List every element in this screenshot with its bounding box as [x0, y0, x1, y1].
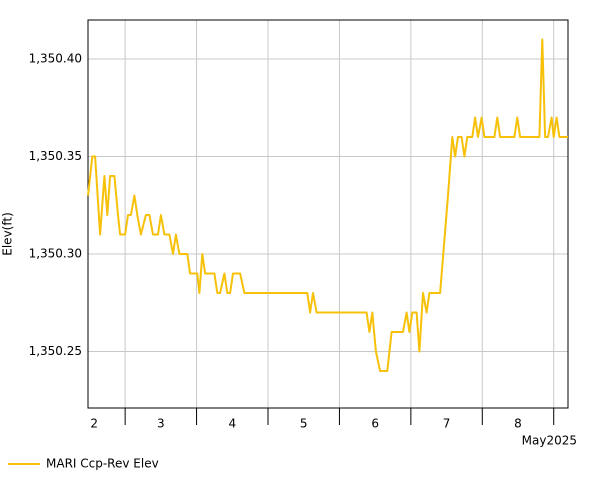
- y-tick-label: 1,350.25: [29, 344, 82, 358]
- x-tick-label: 3: [157, 417, 165, 431]
- series-line: [87, 38, 568, 372]
- x-annotation: May2025: [522, 434, 577, 448]
- x-tick-label: 5: [300, 417, 308, 431]
- x-tick-label: 8: [514, 417, 522, 431]
- y-tick-label: 1,350.30: [29, 246, 82, 260]
- y-tick-label: 1,350.35: [29, 149, 82, 163]
- legend-label: MARI Ccp-Rev Elev: [46, 457, 159, 471]
- x-tick-label: 7: [443, 417, 451, 431]
- plot-frame: [87, 19, 569, 409]
- x-tick-label: 4: [228, 417, 236, 431]
- y-tick-label: 1,350.40: [29, 51, 82, 65]
- x-tick-label: 6: [371, 417, 379, 431]
- y-axis-label: Elev(ft): [1, 212, 15, 255]
- x-tick-label: 2: [90, 417, 98, 431]
